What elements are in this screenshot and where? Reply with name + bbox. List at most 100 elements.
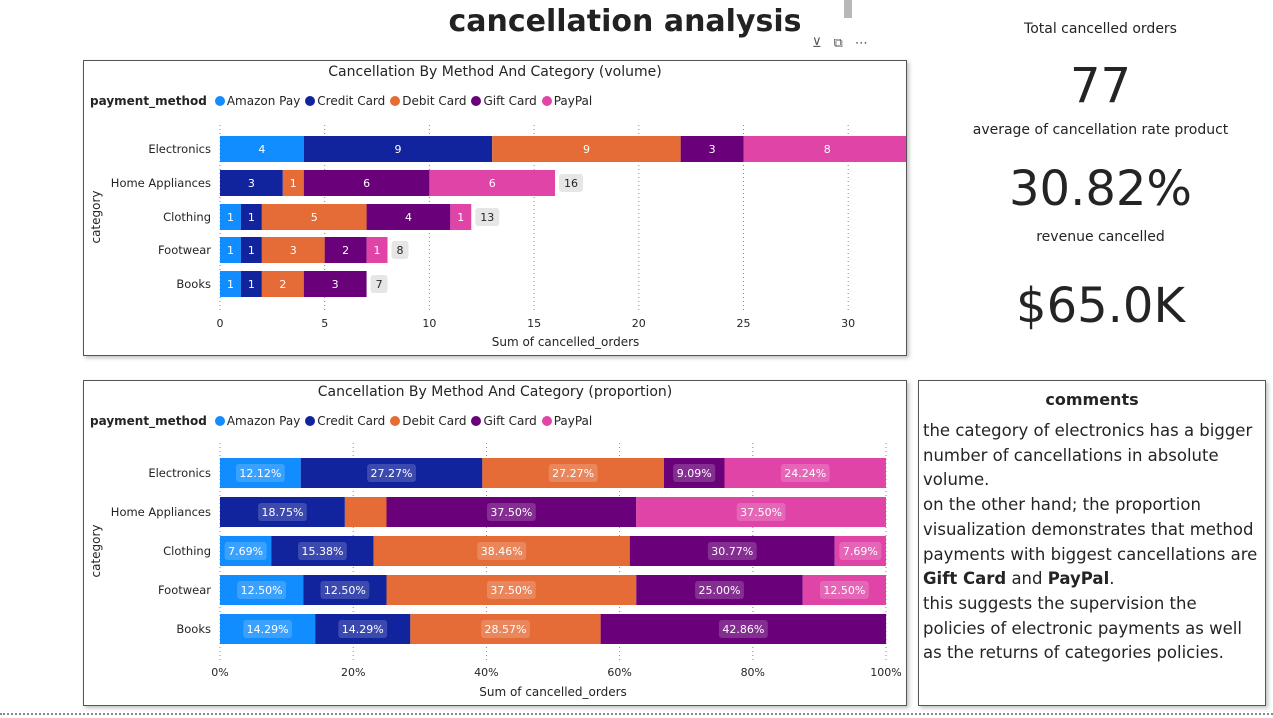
- legend-dot: [214, 96, 225, 106]
- legend-label: Credit Card: [317, 94, 386, 108]
- data-label-box: [298, 542, 347, 560]
- bar-segment-debit-card[interactable]: [492, 136, 681, 162]
- bar-segment-gift-card[interactable]: [629, 536, 835, 566]
- bar-segment-gift-card[interactable]: [303, 271, 367, 297]
- legend-label: Debit Card: [402, 94, 467, 108]
- bar-segment-debit-card[interactable]: [261, 271, 304, 297]
- data-label: 27.27%: [371, 467, 413, 480]
- bar-segment-debit-card[interactable]: [344, 497, 387, 527]
- bar-segment-credit-card[interactable]: [303, 136, 493, 162]
- bar-segment-paypal[interactable]: [802, 575, 886, 605]
- data-label: 12.12%: [239, 467, 281, 480]
- bar-segment-amazon-pay[interactable]: [220, 575, 304, 605]
- bar-segment-credit-card[interactable]: [315, 614, 411, 644]
- category-label: Footwear: [158, 583, 211, 597]
- data-label: 9: [583, 143, 590, 156]
- x-tick-label: 20: [632, 317, 646, 330]
- data-label-box: [707, 542, 757, 560]
- more-options-icon[interactable]: ⋯: [854, 36, 868, 51]
- x-tick-label: 10: [422, 317, 436, 330]
- proportion-chart-panel[interactable]: Cancellation By Method And Category (pro…: [83, 380, 907, 706]
- bar-segment-gift-card[interactable]: [324, 237, 367, 263]
- category-label: Home Appliances: [111, 505, 211, 519]
- data-label-box: [338, 620, 388, 638]
- filter-icon[interactable]: ⊻: [812, 36, 822, 51]
- bar-segment-debit-card[interactable]: [261, 204, 367, 230]
- focus-mode-icon[interactable]: ⧉: [833, 36, 843, 51]
- legend-item-gift-card[interactable]: Gift Card: [471, 94, 537, 108]
- bar-segment-credit-card[interactable]: [303, 575, 387, 605]
- bar-segment-credit-card[interactable]: [220, 497, 345, 527]
- x-tick-label: 20%: [341, 666, 365, 679]
- bar-segment-paypal[interactable]: [724, 458, 886, 488]
- total-label-box: [475, 208, 500, 226]
- category-label: Electronics: [148, 142, 211, 156]
- data-label-box: [780, 464, 830, 482]
- bar-segment-gift-card[interactable]: [366, 204, 451, 230]
- data-label: 12.50%: [823, 584, 865, 597]
- bar-segment-gift-card[interactable]: [680, 136, 744, 162]
- legend-item-amazon-pay[interactable]: Amazon Pay: [214, 94, 300, 108]
- bar-segment-amazon-pay[interactable]: [220, 237, 241, 263]
- data-label: 28.57%: [485, 623, 527, 636]
- bar-segment-paypal[interactable]: [366, 237, 388, 263]
- kpi-value: $65.0K: [1016, 278, 1185, 334]
- legend-item-debit-card[interactable]: Debit Card: [390, 414, 466, 428]
- legend-label: Credit Card: [317, 414, 386, 428]
- bar-segment-gift-card[interactable]: [663, 458, 725, 488]
- legend-item-amazon-pay[interactable]: Amazon Pay: [214, 414, 300, 428]
- bar-segment-gift-card[interactable]: [386, 497, 637, 527]
- legend-item-paypal[interactable]: PayPal: [541, 414, 592, 428]
- x-tick-label: 0: [217, 317, 224, 330]
- data-label: 37.50%: [490, 584, 532, 597]
- bar-segment-paypal[interactable]: [636, 497, 886, 527]
- data-label-box: [481, 620, 530, 638]
- data-label: 2: [279, 278, 286, 291]
- kpi-total-value-wrap: 77: [928, 58, 1273, 114]
- bar-segment-gift-card[interactable]: [303, 170, 430, 196]
- bar-segment-amazon-pay[interactable]: [220, 458, 301, 488]
- data-label-box: [477, 542, 527, 560]
- legend-item-credit-card[interactable]: Credit Card: [305, 94, 385, 108]
- legend-item-credit-card[interactable]: Credit Card: [305, 414, 385, 428]
- bar-segment-credit-card[interactable]: [240, 204, 262, 230]
- x-tick-label: 15: [527, 317, 541, 330]
- kpi-revenue-value-wrap: $65.0K: [928, 278, 1273, 334]
- bar-segment-gift-card[interactable]: [600, 614, 887, 644]
- data-label: 12.50%: [324, 584, 366, 597]
- bar-segment-debit-card[interactable]: [282, 170, 304, 196]
- bar-segment-paypal[interactable]: [834, 536, 886, 566]
- bar-segment-credit-card[interactable]: [240, 271, 262, 297]
- bar-segment-credit-card[interactable]: [271, 536, 374, 566]
- legend-dot: [305, 416, 316, 426]
- total-label: 8: [397, 244, 404, 257]
- bar-segment-paypal[interactable]: [429, 170, 556, 196]
- data-label: 1: [374, 244, 381, 257]
- bar-segment-amazon-pay[interactable]: [220, 136, 304, 162]
- bar-segment-amazon-pay[interactable]: [220, 614, 316, 644]
- bar-segment-paypal[interactable]: [743, 136, 906, 162]
- legend-item-debit-card[interactable]: Debit Card: [390, 94, 466, 108]
- bar-segment-paypal[interactable]: [450, 204, 472, 230]
- bar-segment-credit-card[interactable]: [240, 237, 262, 263]
- bar-segment-debit-card[interactable]: [261, 237, 325, 263]
- bar-segment-debit-card[interactable]: [482, 458, 664, 488]
- data-label: 24.24%: [784, 467, 826, 480]
- legend-item-gift-card[interactable]: Gift Card: [471, 414, 537, 428]
- legend-item-paypal[interactable]: PayPal: [541, 94, 592, 108]
- category-label: Home Appliances: [111, 176, 211, 190]
- bar-segment-debit-card[interactable]: [410, 614, 601, 644]
- bar-segment-amazon-pay[interactable]: [220, 204, 241, 230]
- bar-segment-gift-card[interactable]: [636, 575, 803, 605]
- kpi-label: average of cancellation rate product: [972, 122, 1229, 138]
- bar-segment-debit-card[interactable]: [373, 536, 630, 566]
- total-label: 7: [376, 278, 383, 291]
- bar-segment-credit-card[interactable]: [220, 170, 283, 196]
- category-label: Electronics: [148, 466, 211, 480]
- bar-segment-amazon-pay[interactable]: [220, 271, 241, 297]
- x-tick-label: 100%: [870, 666, 901, 679]
- bar-segment-amazon-pay[interactable]: [220, 536, 272, 566]
- bar-segment-credit-card[interactable]: [300, 458, 483, 488]
- volume-chart-panel[interactable]: Cancellation By Method And Category (vol…: [83, 60, 907, 356]
- bar-segment-debit-card[interactable]: [386, 575, 637, 605]
